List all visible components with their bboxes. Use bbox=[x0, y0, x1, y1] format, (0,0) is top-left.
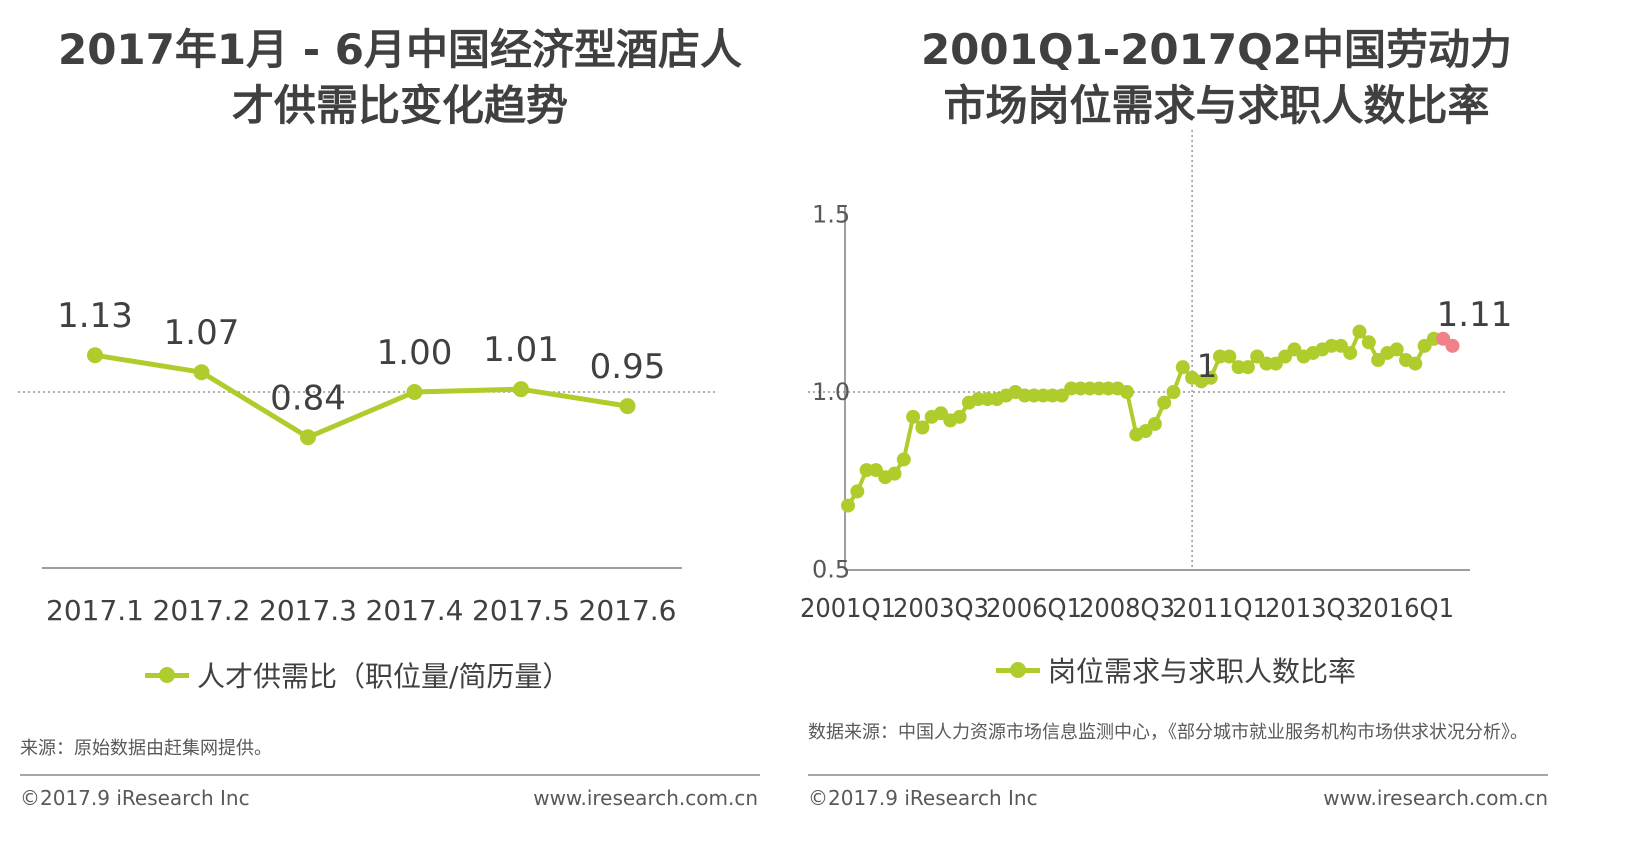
right-data-point bbox=[1203, 370, 1218, 385]
left-series-line bbox=[94, 352, 628, 440]
right-data-point bbox=[896, 452, 911, 467]
right-data-point bbox=[1389, 342, 1404, 357]
right-x-tick-label: 2011Q1 bbox=[1172, 594, 1268, 624]
left-data-point bbox=[300, 429, 316, 446]
left-data-point bbox=[87, 347, 103, 364]
left-data-point bbox=[193, 364, 210, 381]
right-data-point bbox=[1445, 338, 1460, 353]
left-chart-panel: 2017年1月 - 6月中国经济型酒店人 才供需比变化趋势 1.13 2017.1… bbox=[0, 0, 800, 851]
left-source-note: 来源：原始数据由赶集网提供。 bbox=[20, 738, 272, 759]
right-line-chart: 0.51.01.52001Q12003Q32006Q12008Q32011Q12… bbox=[800, 130, 1513, 624]
right-x-tick-label: 2001Q1 bbox=[800, 594, 896, 624]
right-data-point bbox=[1352, 324, 1367, 339]
right-data-label: 1.11 bbox=[1437, 295, 1513, 335]
right-data-label: 1 bbox=[1197, 347, 1217, 385]
left-title-line-1: 2017年1月 - 6月中国经济型酒店人 bbox=[57, 25, 743, 74]
right-x-tick-label: 2006Q1 bbox=[986, 594, 1082, 624]
right-legend: 岗位需求与求职人数比率 bbox=[996, 650, 1356, 690]
left-title-line-2: 才供需比变化趋势 bbox=[231, 81, 568, 130]
right-x-tick-label: 2008Q3 bbox=[1079, 594, 1175, 624]
right-x-tick-label: 2016Q1 bbox=[1358, 594, 1454, 624]
right-chart-panel: 2001Q1-2017Q2中国劳动力 市场岗位需求与求职人数比率 0.5 1.0 1… bbox=[800, 0, 1633, 851]
legend-line-marker-icon bbox=[996, 660, 1040, 680]
right-data-point bbox=[1157, 395, 1172, 410]
right-chart-title: 2001Q1-2017Q2中国劳动力 市场岗位需求与求职人数比率 bbox=[800, 22, 1633, 134]
legend-line-marker-icon bbox=[145, 665, 189, 685]
left-x-tick-label: 2017.2 bbox=[153, 594, 251, 627]
right-data-point bbox=[906, 409, 921, 424]
right-data-point bbox=[1147, 416, 1162, 431]
right-data-point bbox=[952, 409, 967, 424]
right-website: www.iresearch.com.cn bbox=[1323, 786, 1548, 810]
left-data-label: 1.01 bbox=[483, 330, 559, 370]
right-source-note: 数据来源：中国人力资源市场信息监测中心，《部分城市就业服务机构市场供求状况分析》… bbox=[808, 722, 1528, 743]
left-data-label: 0.84 bbox=[270, 378, 346, 418]
left-data-label: 0.95 bbox=[590, 347, 666, 387]
right-data-point bbox=[1175, 360, 1190, 375]
right-y-tick-label: 1.5 bbox=[812, 201, 850, 229]
left-data-point bbox=[513, 381, 529, 398]
left-data-label: 1.07 bbox=[164, 313, 240, 353]
right-x-tick-label: 2013Q3 bbox=[1265, 594, 1361, 624]
right-data-point bbox=[841, 498, 855, 513]
right-data-point bbox=[887, 466, 902, 481]
right-y-tick-label: 1.0 bbox=[812, 378, 850, 406]
left-chart-title: 2017年1月 - 6月中国经济型酒店人 才供需比变化趋势 bbox=[0, 22, 800, 134]
left-legend-label: 人才供需比（职位量/简历量） bbox=[197, 660, 571, 693]
left-legend: 人才供需比（职位量/简历量） bbox=[145, 655, 570, 695]
right-copyright: ©2017.9 iResearch Inc bbox=[808, 786, 1038, 810]
right-data-point bbox=[1361, 335, 1376, 350]
right-x-tick-label: 2003Q3 bbox=[893, 594, 989, 624]
left-data-point bbox=[406, 384, 423, 400]
right-data-point bbox=[1222, 349, 1237, 364]
right-data-point bbox=[1166, 385, 1181, 399]
right-data-point bbox=[1408, 356, 1423, 371]
right-y-tick-label: 0.5 bbox=[812, 556, 850, 584]
left-x-tick-label: 2017.3 bbox=[259, 594, 357, 627]
right-data-point bbox=[850, 484, 865, 499]
left-x-tick-label: 2017.5 bbox=[472, 594, 570, 627]
right-data-point bbox=[915, 420, 930, 435]
left-data-label: 1.00 bbox=[377, 333, 453, 373]
right-title-line-2: 市场岗位需求与求职人数比率 bbox=[943, 81, 1490, 130]
right-legend-label: 岗位需求与求职人数比率 bbox=[1048, 655, 1357, 688]
right-data-point bbox=[1120, 385, 1134, 399]
left-x-tick-label: 2017.4 bbox=[366, 594, 464, 627]
left-x-tick-label: 2017.1 bbox=[46, 594, 144, 627]
left-footer-divider bbox=[20, 774, 760, 776]
left-line-chart: 1.13 2017.1 1.07 2017.2 0.84 2017.3 1.00 2017.4… bbox=[18, 296, 718, 627]
left-data-label: 1.13 bbox=[57, 296, 133, 336]
right-data-point bbox=[1240, 360, 1255, 375]
right-title-line-1: 2001Q1-2017Q2中国劳动力 bbox=[920, 25, 1513, 74]
right-footer-divider bbox=[808, 774, 1548, 776]
left-data-point bbox=[619, 398, 636, 415]
left-website: www.iresearch.com.cn bbox=[533, 786, 758, 810]
left-x-tick-label: 2017.6 bbox=[579, 594, 677, 627]
left-copyright: ©2017.9 iResearch Inc bbox=[20, 786, 250, 810]
right-data-point bbox=[1343, 345, 1358, 360]
